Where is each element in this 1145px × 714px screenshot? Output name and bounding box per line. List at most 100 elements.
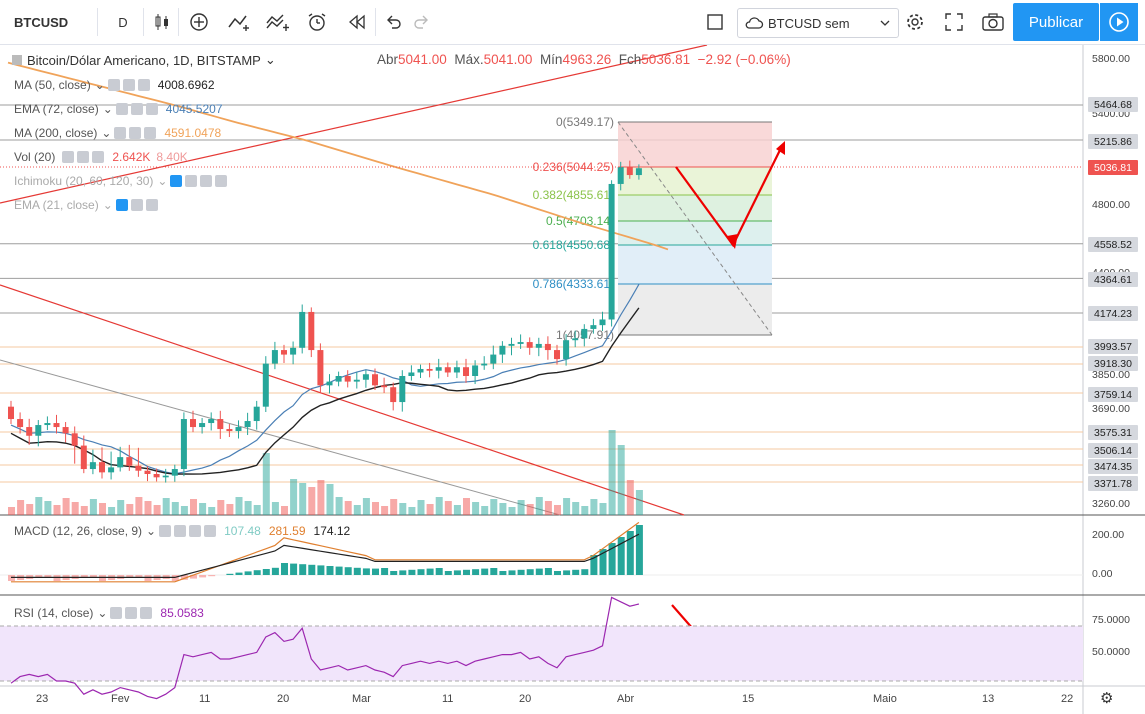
macd-bar: [599, 549, 607, 575]
volume-bar: [390, 499, 398, 515]
eye-icon[interactable]: [107, 79, 120, 91]
close-icon[interactable]: [145, 103, 158, 115]
symbol-search-button[interactable]: BTCUSD: [14, 14, 69, 30]
volume-bar: [89, 499, 97, 515]
candle-body: [472, 365, 479, 376]
source-icon[interactable]: [200, 175, 213, 187]
price-level-label: 4364.61: [1088, 272, 1138, 287]
indicator-ema72[interactable]: EMA (72, close) ⌄ 4045.5207: [14, 102, 223, 116]
volume-bar: [153, 505, 161, 515]
candle-body: [344, 376, 351, 382]
change-value: −2.92 (−0.06%): [697, 52, 791, 67]
rsi-value: 85.0583: [160, 606, 204, 620]
macd-bar: [199, 575, 207, 578]
fibonacci-retracement[interactable]: [617, 121, 773, 336]
candle-body: [581, 328, 588, 339]
gear-icon[interactable]: [129, 127, 142, 139]
candle-body: [608, 183, 615, 320]
indicators-icon[interactable]: [226, 0, 254, 44]
macd-bar: [426, 568, 434, 575]
alert-clock-icon[interactable]: [304, 0, 332, 44]
volume-bar: [135, 497, 143, 515]
add-indicator-icon[interactable]: [186, 0, 212, 44]
eye-icon[interactable]: [62, 151, 75, 163]
candle-body: [463, 367, 469, 376]
redo-icon[interactable]: [410, 0, 434, 44]
replay-icon[interactable]: [344, 0, 370, 44]
price-tick: 5800.00: [1092, 53, 1130, 65]
indicator-ma50[interactable]: MA (50, close) ⌄ 4008.6962: [14, 78, 215, 92]
volume-bar: [499, 503, 507, 515]
eye-icon[interactable]: [114, 127, 127, 139]
camera-icon[interactable]: [980, 0, 1006, 44]
chart-title[interactable]: Bitcoin/Dólar Americano, 1D, BITSTAMP ⌄: [12, 52, 276, 68]
gear-icon[interactable]: [185, 175, 198, 187]
volume-bar: [271, 502, 279, 515]
close-icon[interactable]: [92, 151, 105, 163]
macd-bar: [635, 525, 643, 575]
eye-off-icon[interactable]: [170, 175, 183, 187]
source-icon[interactable]: [189, 525, 202, 537]
macd-bar: [317, 565, 325, 575]
fib-zone: [618, 195, 772, 221]
axis-settings-gear-icon[interactable]: ⚙: [1100, 690, 1114, 707]
eye-off-icon[interactable]: [115, 199, 128, 211]
publish-button[interactable]: Publicar: [1013, 3, 1099, 41]
close-icon[interactable]: [140, 607, 153, 619]
eye-icon[interactable]: [159, 525, 172, 537]
undo-icon[interactable]: [381, 0, 405, 44]
indicator-macd[interactable]: MACD (12, 26, close, 9) ⌄ 107.48 281.59 1…: [14, 524, 350, 538]
candle-body: [26, 427, 33, 436]
indicator-volume[interactable]: Vol (20) 2.642K 8.40K: [14, 150, 188, 164]
fullscreen-icon[interactable]: [941, 0, 967, 44]
compare-icon[interactable]: [264, 0, 292, 44]
trend-line[interactable]: [0, 284, 685, 516]
indicator-rsi[interactable]: RSI (14, close) ⌄ 85.0583: [14, 606, 204, 620]
fib-level-label: 0.618(4550.68): [533, 238, 614, 252]
interval-button[interactable]: D: [118, 14, 128, 30]
macd-bar: [235, 572, 243, 575]
gear-icon[interactable]: [77, 151, 90, 163]
price-level-label: 3474.35: [1088, 459, 1138, 474]
gear-icon[interactable]: [174, 525, 187, 537]
candle-style-icon[interactable]: [150, 0, 174, 44]
eye-icon[interactable]: [110, 607, 123, 619]
date-tick: 20: [277, 693, 290, 705]
indicator-ema21[interactable]: EMA (21, close) ⌄: [14, 198, 158, 212]
chart-template-dropdown[interactable]: BTCUSD sem: [737, 8, 899, 38]
gear-icon[interactable]: [130, 199, 143, 211]
settings-gear-icon[interactable]: [902, 0, 928, 44]
close-icon[interactable]: [144, 127, 157, 139]
volume-bar: [281, 506, 288, 515]
candle-body: [217, 419, 224, 430]
gear-icon[interactable]: [130, 103, 143, 115]
close-icon[interactable]: [137, 79, 150, 91]
close-icon[interactable]: [215, 175, 228, 187]
arrow-drawings[interactable]: [671, 141, 785, 649]
candle-body: [308, 311, 315, 351]
macd-bar: [408, 569, 416, 575]
close-icon[interactable]: [145, 199, 158, 211]
volume-bar: [199, 503, 207, 515]
volume-bar: [180, 506, 188, 515]
price-level-label: 4174.23: [1088, 306, 1138, 321]
trend-line[interactable]: [0, 45, 708, 204]
volume-bar: [362, 498, 370, 515]
indicator-ma200[interactable]: MA (200, close) ⌄ 4591.0478: [14, 126, 221, 140]
macd-bar: [308, 564, 316, 575]
volume-bar: [235, 497, 243, 515]
chart-canvas[interactable]: 0(5349.17)0.236(5044.25)0.382(4855.61)0.…: [0, 45, 1145, 714]
indicator-ichimoku[interactable]: Ichimoku (20, 60, 120, 30) ⌄: [14, 174, 228, 188]
gear-icon[interactable]: [125, 607, 138, 619]
candle-body: [435, 367, 442, 371]
fib-zone: [618, 245, 772, 284]
play-circle-icon[interactable]: [1100, 3, 1138, 41]
layout-icon[interactable]: [702, 0, 728, 44]
price-axis[interactable]: [1083, 45, 1145, 714]
macd-bar: [608, 543, 616, 575]
close-icon[interactable]: [204, 525, 217, 537]
eye-icon[interactable]: [115, 103, 128, 115]
indicator-value: 4008.6962: [157, 78, 215, 92]
gear-icon[interactable]: [122, 79, 135, 91]
volume-bar: [372, 502, 379, 515]
